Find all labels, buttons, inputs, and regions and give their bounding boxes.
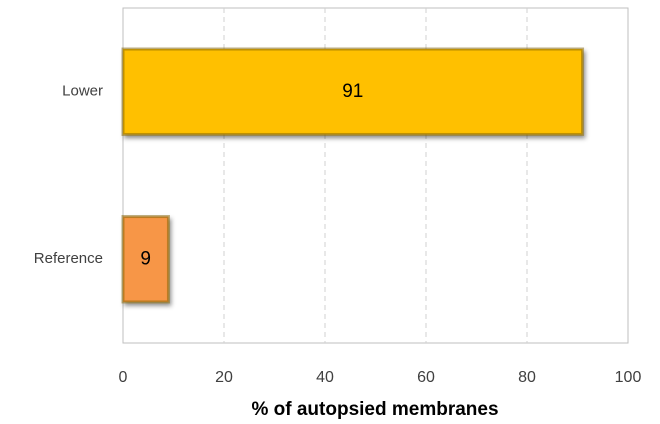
x-axis-label: % of autopsied membranes: [251, 399, 498, 420]
y-tick-label: Reference: [34, 250, 103, 267]
x-tick-label: 80: [518, 369, 536, 386]
data-label: 9: [140, 248, 151, 269]
data-label: 91: [342, 81, 363, 102]
x-tick-label: 20: [215, 369, 233, 386]
y-tick-label: Lower: [62, 83, 103, 100]
x-tick-label: 60: [417, 369, 435, 386]
plot-area: [122, 7, 629, 344]
bar: [121, 215, 170, 304]
bar: [121, 47, 585, 136]
x-tick-label: 100: [615, 369, 642, 386]
x-tick-label: 40: [316, 369, 334, 386]
x-tick-label: 0: [119, 369, 128, 386]
